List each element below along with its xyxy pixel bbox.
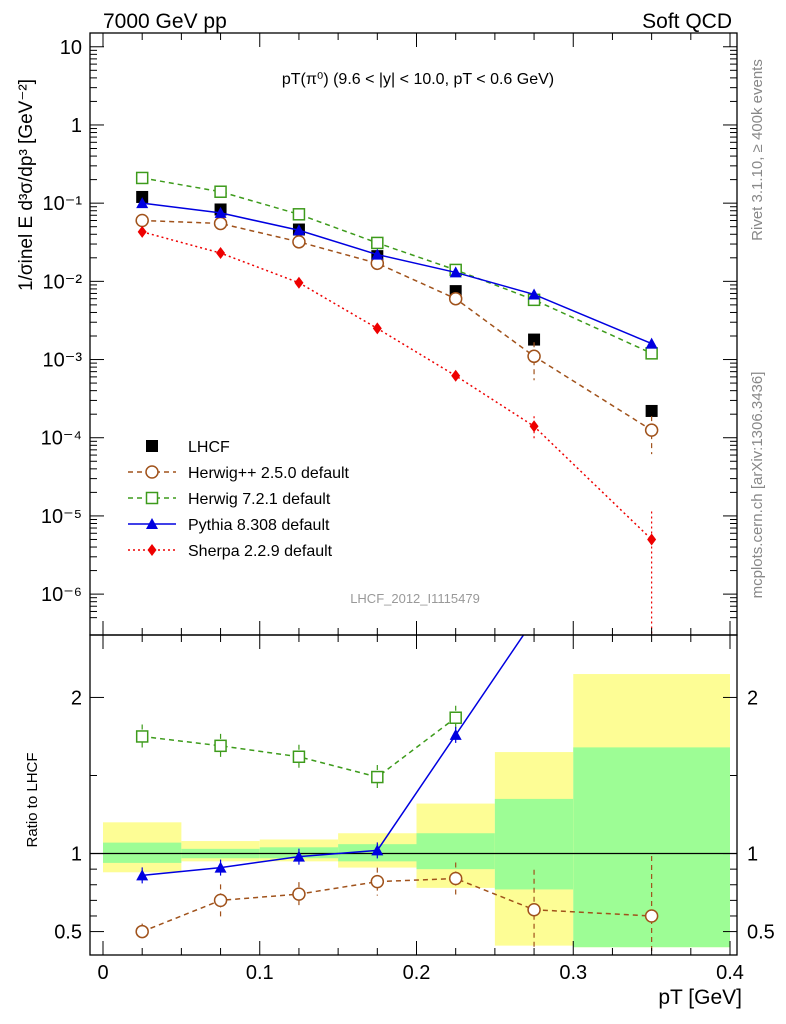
legend-marker-herwigpp [145,465,159,479]
upper-point-herwig7 [214,185,227,198]
upper-point-herwigpp [135,213,149,228]
legend: LHCF Herwig++ 2.5.0 default Herwig 7.2.1 d… [128,439,350,560]
ratio-point-herwig7 [292,750,306,764]
upper-point-herwig7 [135,171,149,185]
header-energy: 7000 GeV pp [103,10,227,33]
x-tick-label: 0.3 [559,962,587,984]
upper-y-tick-label: 10⁻¹ [43,193,83,215]
ratio-point-herwig7 [449,711,462,724]
upper-point-data [528,333,541,346]
analysis-watermark: LHCF_2012_I1115479 [350,591,480,606]
ratio-point-herwigpp [292,887,306,901]
ratio-point-pythia [292,850,305,862]
ratio-point-herwigpp [135,924,149,939]
x-tick-label: 0.4 [716,962,744,984]
upper-point-herwigpp [527,349,541,364]
ratio-y-tick-label-right: 1 [747,844,758,866]
upper-point-pythia [645,337,658,349]
ratio-point-herwigpp [448,871,463,886]
upper-point-pythia [449,266,462,278]
legend-label-data: LHCF [188,439,230,456]
axes-group: 10⁻⁶ 10⁻⁵ 10⁻⁴ 10⁻³ 10⁻² 10⁻¹ 1 10 0.5 0.5 1 1 2 2 0 0.… [41,32,775,984]
ratio-point-herwigpp [370,874,385,889]
rivet-version-label: Rivet 3.1.10, ≥ 400k events [749,59,766,241]
upper-y-label: 1/σinel E d³σ/dp³ [GeV⁻²] [16,79,37,291]
upper-y-tick-label: 10⁻³ [43,350,83,372]
ratio-y-label: Ratio to LHCF [24,752,41,847]
ratio-point-herwig7 [214,739,227,753]
ratio-point-herwig7 [135,730,149,743]
mcplots-source-label: mcplots.cern.ch [arXiv:1306.3436] [749,372,766,599]
upper-y-tick-label: 10⁻⁶ [41,584,82,606]
legend-label-sherpa: Sherpa 2.2.9 default [188,543,333,560]
upper-point-pythia [292,224,305,236]
upper-point-sherpa [294,276,304,289]
ratio-y-tick-label: 1 [71,844,82,866]
upper-point-herwigpp [292,235,306,249]
upper-y-tick-label: 1 [71,115,82,137]
upper-point-herwigpp [213,216,228,231]
ratio-line-pythia [142,635,525,877]
upper-y-tick-label: 10⁻² [43,271,83,293]
x-tick-label: 0.2 [403,962,431,984]
upper-point-herwigpp [644,423,659,437]
ratio-band-green [103,842,182,863]
ratio-point-herwigpp [213,893,228,908]
upper-point-herwig7 [371,236,384,250]
upper-point-pythia [136,197,149,209]
legend-marker-herwig7 [145,491,159,505]
ratio-point-pythia [449,728,462,740]
ratio-series-group [135,635,659,955]
legend-marker-data [146,440,158,452]
upper-title: pT(π⁰) (9.6 < |y| < 10.0, pT < 0.6 GeV) [282,71,554,88]
legend-label-herwig7: Herwig 7.2.1 default [188,491,331,508]
legend-marker-sherpa [147,544,157,556]
ratio-band-green [494,798,574,890]
ratio-y-tick-label: 0.5 [54,922,82,944]
upper-y-tick-label: 10⁻⁴ [41,428,82,450]
ratio-point-pythia [136,869,149,881]
upper-point-pythia [214,206,227,218]
upper-point-sherpa [137,225,147,238]
legend-marker-pythia [146,518,158,529]
ratio-point-pythia [214,861,227,873]
upper-y-tick-label: 10⁻⁵ [41,506,82,528]
upper-point-herwig7 [645,347,658,360]
ratio-point-pythia [371,844,384,856]
legend-label-herwigpp: Herwig++ 2.5.0 default [188,465,350,482]
ratio-line-herwig7 [142,717,457,778]
ratio-point-herwigpp [527,902,541,917]
header-category: Soft QCD [642,10,732,33]
legend-label-pythia: Pythia 8.308 default [188,517,330,534]
upper-point-sherpa [529,420,539,433]
ratio-frame [89,634,738,956]
upper-point-sherpa [451,369,461,382]
upper-point-sherpa [647,533,657,546]
upper-point-data [136,190,149,203]
upper-point-herwigpp [448,291,463,306]
ratio-point-herwig7 [371,770,384,784]
upper-series-group [135,171,659,635]
upper-point-sherpa [372,322,382,335]
ratio-y-tick-label-right: 0.5 [747,922,775,944]
ratio-y-tick-label-right: 2 [747,687,758,709]
upper-point-data [645,404,658,417]
upper-point-herwig7 [292,208,306,221]
ratio-point-herwigpp [644,909,659,923]
upper-y-tick-label: 10 [60,37,82,59]
x-axis-label: pT [GeV] [658,986,742,1009]
x-tick-label: 0 [97,962,108,984]
upper-point-pythia [528,288,541,300]
ratio-uncertainty-bands [90,674,737,948]
upper-point-sherpa [216,247,226,260]
upper-point-pythia [371,248,384,260]
ratio-y-tick-label: 2 [71,687,82,709]
x-tick-label: 0.1 [246,962,274,984]
